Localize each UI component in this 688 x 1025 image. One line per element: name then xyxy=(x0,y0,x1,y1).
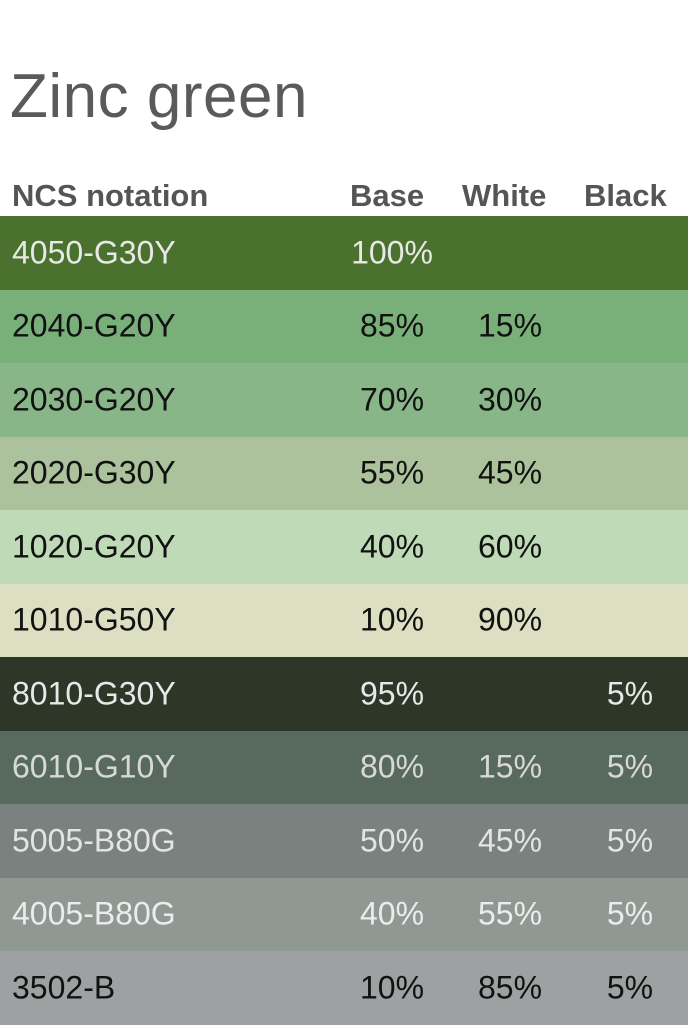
table-row: 8010-G30Y 95% 5% xyxy=(0,657,688,731)
base-cell: 100% xyxy=(351,234,433,271)
black-cell: 5% xyxy=(606,675,654,712)
ncs-cell: 6010-G10Y xyxy=(12,748,176,785)
table-row: 6010-G10Y 80% 15% 5% xyxy=(0,730,688,804)
black-cell: 5% xyxy=(606,969,654,1006)
black-cell: 5% xyxy=(606,822,654,859)
base-cell: 10% xyxy=(359,969,425,1006)
base-cell: 80% xyxy=(359,748,425,785)
table-row: 3502-B 10% 85% 5% xyxy=(0,951,688,1025)
ncs-cell: 1010-G50Y xyxy=(12,601,176,638)
ncs-cell: 4050-G30Y xyxy=(12,234,176,271)
table-row: 4050-G30Y 100% xyxy=(0,216,688,290)
white-cell: 55% xyxy=(477,895,543,932)
white-cell: 90% xyxy=(477,601,543,638)
ncs-cell: 2020-G30Y xyxy=(12,454,176,491)
table-row: 4005-B80G 40% 55% 5% xyxy=(0,877,688,951)
ncs-cell: 3502-B xyxy=(12,969,116,1006)
table-row: 1010-G50Y 10% 90% xyxy=(0,583,688,657)
base-cell: 85% xyxy=(359,307,425,344)
table-row: 2040-G20Y 85% 15% xyxy=(0,289,688,363)
page-title: Zinc green xyxy=(10,62,308,131)
base-cell: 40% xyxy=(359,528,425,565)
ncs-cell: 5005-B80G xyxy=(12,822,176,859)
base-cell: 55% xyxy=(359,454,425,491)
base-cell: 95% xyxy=(359,675,425,712)
table-row: 2020-G30Y 55% 45% xyxy=(0,436,688,510)
table-row: 2030-G20Y 70% 30% xyxy=(0,363,688,437)
ncs-cell: 8010-G30Y xyxy=(12,675,176,712)
white-cell: 60% xyxy=(477,528,543,565)
white-cell: 15% xyxy=(477,748,543,785)
header-base: Base xyxy=(350,178,425,213)
table-header: NCS notation Base White Black xyxy=(0,174,688,216)
ncs-cell: 2040-G20Y xyxy=(12,307,176,344)
white-cell: 85% xyxy=(477,969,543,1006)
white-cell: 30% xyxy=(477,381,543,418)
color-table: 4050-G30Y 100% 2040-G20Y 85% 15% 2030-G20Y 70%… xyxy=(0,216,688,1025)
ncs-cell: 1020-G20Y xyxy=(12,528,176,565)
ncs-cell: 4005-B80G xyxy=(12,895,176,932)
base-cell: 40% xyxy=(359,895,425,932)
base-cell: 50% xyxy=(359,822,425,859)
base-cell: 10% xyxy=(359,601,425,638)
header-black: Black xyxy=(584,178,667,213)
ncs-cell: 2030-G20Y xyxy=(12,381,176,418)
black-cell: 5% xyxy=(606,748,654,785)
white-cell: 45% xyxy=(477,454,543,491)
white-cell: 45% xyxy=(477,822,543,859)
black-cell: 5% xyxy=(606,895,654,932)
table-row: 5005-B80G 50% 45% 5% xyxy=(0,804,688,878)
white-cell: 15% xyxy=(477,307,543,344)
base-cell: 70% xyxy=(359,381,425,418)
table-row: 1020-G20Y 40% 60% xyxy=(0,510,688,584)
header-ncs-notation: NCS notation xyxy=(12,178,209,213)
header-white: White xyxy=(462,178,547,213)
